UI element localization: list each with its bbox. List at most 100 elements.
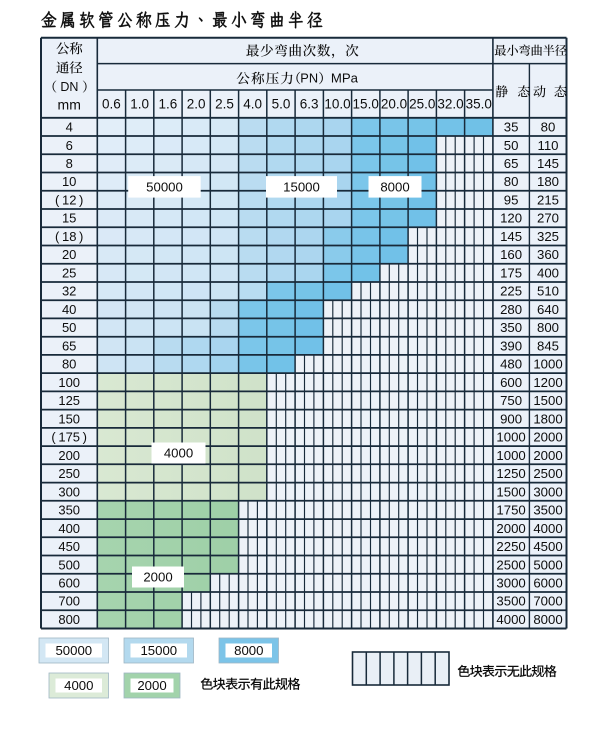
svg-text:8: 8 xyxy=(66,156,73,171)
svg-text:4000: 4000 xyxy=(64,678,93,693)
svg-text:845: 845 xyxy=(537,338,559,353)
svg-text:4000: 4000 xyxy=(496,612,525,627)
svg-text:95: 95 xyxy=(504,193,519,208)
svg-text:510: 510 xyxy=(537,284,559,299)
svg-text:1250: 1250 xyxy=(496,466,525,481)
svg-text:640: 640 xyxy=(537,302,559,317)
svg-text:1000: 1000 xyxy=(533,357,562,372)
svg-text:250: 250 xyxy=(58,466,80,481)
svg-text:15000: 15000 xyxy=(140,643,177,658)
svg-text:50000: 50000 xyxy=(146,180,183,195)
svg-text:65: 65 xyxy=(62,338,76,353)
svg-text:6000: 6000 xyxy=(533,576,562,591)
svg-text:480: 480 xyxy=(500,357,522,372)
svg-text:35.0: 35.0 xyxy=(466,97,492,112)
svg-text:DN: DN xyxy=(60,80,78,94)
svg-text:600: 600 xyxy=(500,375,522,390)
svg-text:10.0: 10.0 xyxy=(324,97,350,112)
svg-text:6: 6 xyxy=(66,138,73,153)
svg-text:7000: 7000 xyxy=(533,594,562,609)
svg-text:65: 65 xyxy=(504,156,519,171)
svg-text:1.6: 1.6 xyxy=(159,97,178,112)
svg-text:2500: 2500 xyxy=(496,557,525,572)
svg-text:2500: 2500 xyxy=(533,466,562,481)
svg-text:50: 50 xyxy=(504,138,519,153)
svg-text:10: 10 xyxy=(62,174,76,189)
svg-text:5.0: 5.0 xyxy=(272,97,291,112)
svg-text:270: 270 xyxy=(537,211,559,226)
svg-text:8000: 8000 xyxy=(533,612,562,627)
svg-text:300: 300 xyxy=(58,484,80,499)
svg-text:mm: mm xyxy=(58,97,81,113)
svg-text:3500: 3500 xyxy=(533,503,562,518)
svg-text:225: 225 xyxy=(500,284,522,299)
svg-text:PN: PN xyxy=(300,70,318,85)
svg-text:2000: 2000 xyxy=(533,430,562,445)
svg-text:32: 32 xyxy=(62,284,76,299)
svg-text:1000: 1000 xyxy=(496,448,525,463)
svg-text:40: 40 xyxy=(62,302,76,317)
svg-text:280: 280 xyxy=(500,302,522,317)
svg-text:200: 200 xyxy=(58,448,80,463)
svg-text:3500: 3500 xyxy=(496,594,525,609)
svg-text:8000: 8000 xyxy=(234,643,263,658)
svg-text:4000: 4000 xyxy=(164,446,193,461)
svg-text:150: 150 xyxy=(58,411,80,426)
svg-text:( 18 ): ( 18 ) xyxy=(55,229,83,244)
svg-text:15.0: 15.0 xyxy=(353,97,379,112)
svg-text:15000: 15000 xyxy=(283,180,320,195)
svg-text:50000: 50000 xyxy=(55,643,92,658)
svg-text:120: 120 xyxy=(500,211,522,226)
svg-text:5000: 5000 xyxy=(533,557,562,572)
svg-text:8000: 8000 xyxy=(380,180,409,195)
svg-text:25: 25 xyxy=(62,265,76,280)
svg-text:4000: 4000 xyxy=(533,521,562,536)
svg-text:0.6: 0.6 xyxy=(102,97,121,112)
svg-text:800: 800 xyxy=(58,612,80,627)
svg-text:400: 400 xyxy=(58,521,80,536)
svg-text:20: 20 xyxy=(62,247,76,262)
svg-text:400: 400 xyxy=(537,265,559,280)
svg-text:20.0: 20.0 xyxy=(381,97,407,112)
svg-text:80: 80 xyxy=(62,357,76,372)
svg-text:325: 325 xyxy=(537,229,559,244)
svg-text:2000: 2000 xyxy=(137,678,166,693)
svg-text:215: 215 xyxy=(537,193,559,208)
svg-text:145: 145 xyxy=(500,229,522,244)
svg-text:2000: 2000 xyxy=(533,448,562,463)
svg-text:360: 360 xyxy=(537,247,559,262)
svg-text:3000: 3000 xyxy=(496,576,525,591)
svg-text:500: 500 xyxy=(58,557,80,572)
svg-text:450: 450 xyxy=(58,539,80,554)
svg-text:390: 390 xyxy=(500,338,522,353)
svg-text:MPa: MPa xyxy=(331,70,359,85)
svg-text:4: 4 xyxy=(66,120,73,135)
svg-text:100: 100 xyxy=(58,375,80,390)
svg-text:180: 180 xyxy=(537,174,559,189)
svg-text:2000: 2000 xyxy=(143,570,172,585)
svg-text:1500: 1500 xyxy=(533,393,562,408)
svg-text:25.0: 25.0 xyxy=(409,97,435,112)
svg-text:2250: 2250 xyxy=(496,539,525,554)
svg-text:800: 800 xyxy=(537,320,559,335)
svg-text:3000: 3000 xyxy=(533,484,562,499)
svg-text:750: 750 xyxy=(500,393,522,408)
svg-text:2.0: 2.0 xyxy=(187,97,206,112)
svg-text:125: 125 xyxy=(58,393,80,408)
svg-text:( 12 ): ( 12 ) xyxy=(55,193,83,208)
svg-text:32.0: 32.0 xyxy=(437,97,463,112)
svg-text:2000: 2000 xyxy=(496,521,525,536)
svg-text:15: 15 xyxy=(62,211,76,226)
svg-text:1.0: 1.0 xyxy=(130,97,149,112)
svg-text:80: 80 xyxy=(504,174,519,189)
svg-text:1800: 1800 xyxy=(533,411,562,426)
svg-text:600: 600 xyxy=(58,576,80,591)
svg-text:900: 900 xyxy=(500,411,522,426)
svg-text:350: 350 xyxy=(58,503,80,518)
svg-text:1750: 1750 xyxy=(496,503,525,518)
svg-text:160: 160 xyxy=(500,247,522,262)
svg-text:4.0: 4.0 xyxy=(243,97,262,112)
svg-text:2.5: 2.5 xyxy=(215,97,234,112)
svg-text:50: 50 xyxy=(62,320,76,335)
svg-text:110: 110 xyxy=(537,138,558,153)
